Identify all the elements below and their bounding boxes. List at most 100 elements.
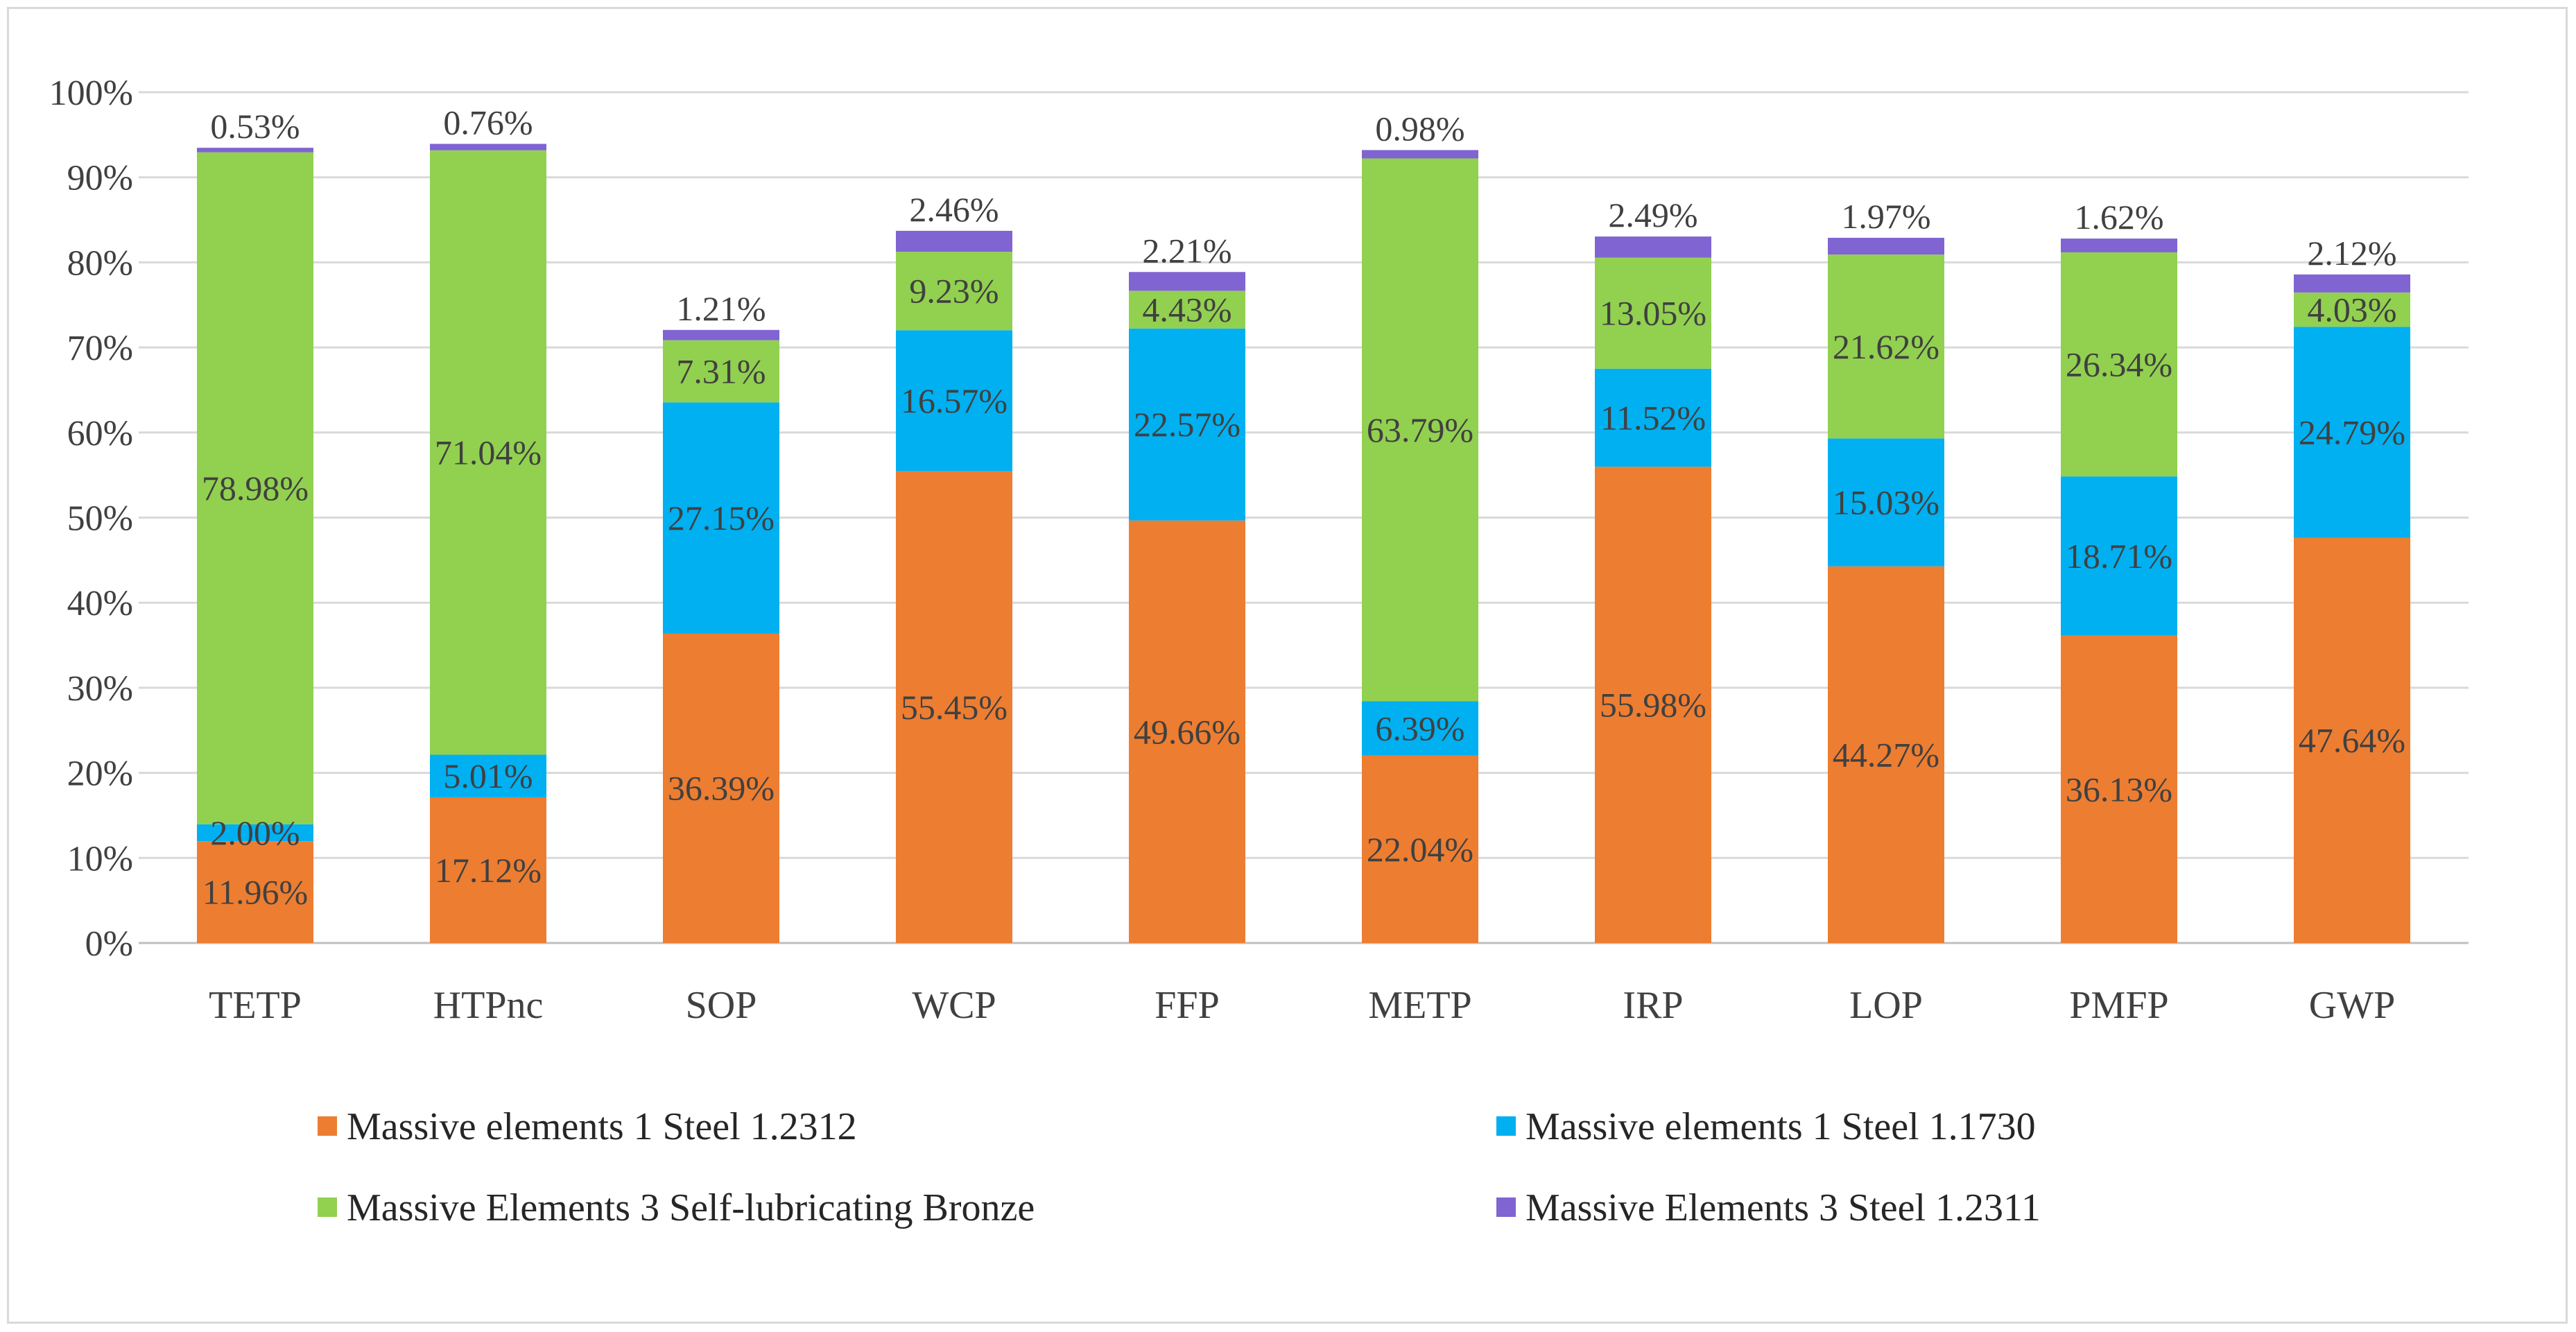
x-tick-label: TETP: [209, 984, 302, 1027]
data-label: 2.12%: [2307, 234, 2396, 273]
data-label: 1.21%: [676, 289, 766, 328]
data-label: 11.96%: [202, 873, 308, 912]
data-label: 15.03%: [1833, 483, 1939, 522]
bar-segment: [1828, 254, 1944, 439]
y-tick-label: 60%: [67, 414, 133, 453]
data-label: 2.00%: [210, 813, 300, 852]
bar-segment: [2294, 292, 2410, 327]
y-axis: 0% 10% 20% 30% 40% 50% 60% 70% 80% 90% 100%: [49, 73, 133, 964]
y-tick-label: 20%: [67, 754, 133, 794]
data-label: 4.43%: [1142, 291, 1231, 329]
data-label: 49.66%: [1134, 712, 1241, 751]
legend-swatch: [1496, 1116, 1516, 1136]
bar-segment: [2294, 327, 2410, 538]
y-tick-label: 90%: [67, 159, 133, 198]
y-tick-label: 0%: [85, 924, 133, 964]
legend-label: Massive elements 1 Steel 1.2312: [347, 1105, 857, 1148]
legend-label: Massive elements 1 Steel 1.1730: [1525, 1105, 2036, 1148]
bar-segment: [1362, 150, 1478, 159]
bar-segment: [663, 340, 779, 403]
y-tick-label: 10%: [67, 839, 133, 879]
data-label: 9.23%: [909, 272, 999, 311]
y-tick-label: 30%: [67, 669, 133, 709]
bar-segment: [2061, 635, 2177, 943]
bar-segment: [1362, 701, 1478, 756]
bar-segment: [197, 148, 313, 153]
data-label: 2.21%: [1142, 231, 1231, 270]
bar-segment: [1129, 520, 1245, 943]
bar-segment: [663, 633, 779, 943]
data-labels: 11.96% 2.00% 78.98% 0.53% 17.12% 5.01% 71.04% 0…: [202, 103, 2405, 911]
data-label: 63.79%: [1367, 410, 1473, 449]
x-tick-label: GWP: [2309, 984, 2395, 1027]
bar-segment: [2061, 252, 2177, 477]
x-tick-label: PMFP: [2069, 984, 2168, 1027]
data-label: 36.13%: [2066, 770, 2172, 808]
bar-segment: [2294, 537, 2410, 943]
x-tick-label: IRP: [1623, 984, 1683, 1027]
bar-segment: [1828, 237, 1944, 255]
data-label: 55.98%: [1600, 686, 1706, 725]
y-tick-label: 100%: [49, 73, 133, 113]
data-label: 36.39%: [668, 769, 775, 808]
data-label: 2.49%: [1608, 196, 1697, 234]
data-label: 21.62%: [1833, 327, 1939, 366]
bar-segment: [1595, 257, 1711, 369]
bar-segment: [430, 797, 546, 943]
bar-segment: [663, 402, 779, 634]
bar-segment: [896, 252, 1012, 331]
data-label: 0.76%: [443, 103, 533, 141]
data-label: 22.04%: [1367, 830, 1473, 869]
bar-segment: [197, 841, 313, 943]
bar-segment: [197, 824, 313, 842]
bar-segment: [1828, 438, 1944, 566]
x-tick-label: SOP: [686, 984, 757, 1027]
data-label: 5.01%: [443, 756, 533, 795]
data-label: 11.52%: [1600, 398, 1706, 437]
legend-swatch: [318, 1197, 337, 1217]
x-tick-label: METP: [1368, 984, 1471, 1027]
legend-swatch: [1496, 1197, 1516, 1217]
x-tick-label: WCP: [912, 984, 996, 1027]
bar-segment: [2061, 476, 2177, 636]
bar-segment: [1595, 368, 1711, 467]
data-label: 78.98%: [202, 469, 309, 508]
bar-segment: [896, 330, 1012, 472]
bars: [197, 144, 2410, 943]
data-label: 2.46%: [909, 190, 999, 229]
data-label: 0.53%: [210, 107, 300, 146]
data-label: 16.57%: [901, 381, 1008, 420]
bar-segment: [197, 152, 313, 824]
legend-label: Massive Elements 3 Steel 1.2311: [1525, 1186, 2041, 1229]
bar-segment: [896, 230, 1012, 252]
bar-segment: [1362, 158, 1478, 702]
data-label: 1.62%: [2074, 198, 2163, 236]
bar-segment: [1129, 328, 1245, 521]
x-tick-label: FFP: [1155, 984, 1219, 1027]
legend: Massive elements 1 Steel 1.2312 Massive e…: [318, 1105, 2041, 1229]
data-label: 44.27%: [1833, 735, 1939, 774]
data-label: 24.79%: [2299, 413, 2405, 451]
bar-segment: [430, 150, 546, 755]
bar-segment: [430, 144, 546, 150]
bar-segment: [1362, 755, 1478, 943]
data-label: 17.12%: [435, 851, 542, 890]
data-label: 22.57%: [1134, 405, 1241, 444]
data-label: 26.34%: [2066, 345, 2172, 384]
legend-label: Massive Elements 3 Self-lubricating Bron…: [347, 1186, 1035, 1229]
y-tick-label: 70%: [67, 329, 133, 368]
data-label: 0.98%: [1375, 109, 1464, 148]
data-label: 47.64%: [2299, 721, 2405, 760]
data-label: 4.03%: [2307, 291, 2396, 329]
data-label: 71.04%: [435, 433, 542, 472]
legend-swatch: [318, 1116, 337, 1136]
bar-segment: [2061, 239, 2177, 252]
y-tick-label: 40%: [67, 584, 133, 623]
x-axis: TETP HTPnc SOP WCP FFP METP IRP LOP PMFP GWP: [209, 984, 2395, 1027]
bar-segment: [430, 754, 546, 797]
bar-segment: [896, 471, 1012, 943]
bar-segment: [1129, 272, 1245, 291]
data-label: 1.97%: [1841, 197, 1930, 236]
bar-segment: [2294, 274, 2410, 293]
